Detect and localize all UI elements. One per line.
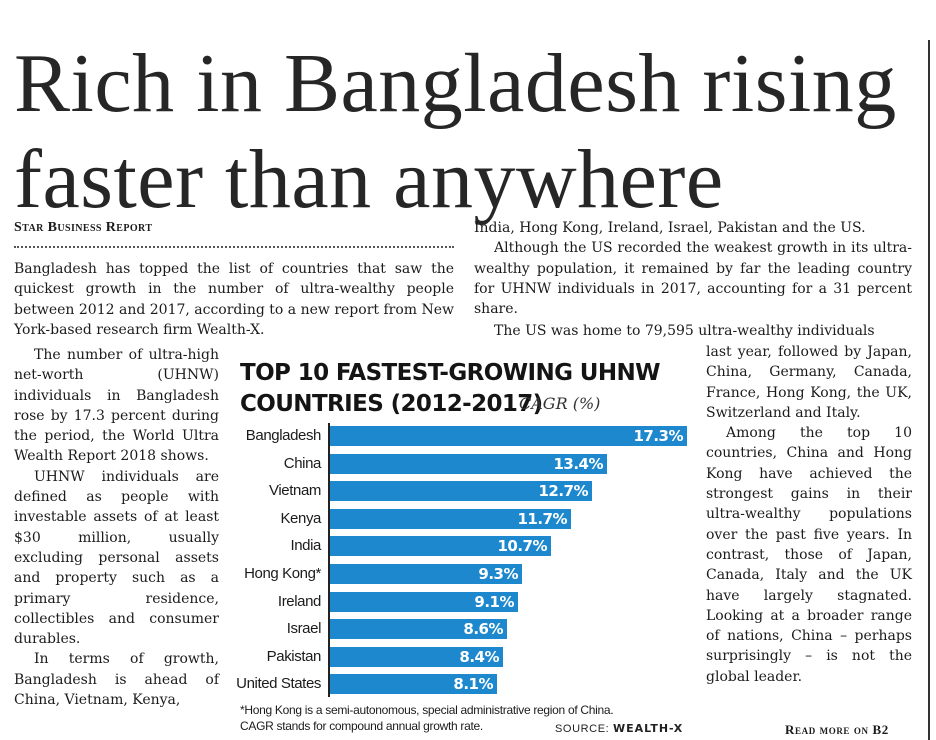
bar-category-label: Bangladesh [245, 427, 322, 444]
footnote-line-2: CAGR stands for compound annual growth r… [240, 719, 483, 733]
headline-line-1: Rich in Bangladesh rising [14, 37, 897, 130]
left-paragraph-3: In terms of growth, Bangladesh is ahead … [14, 651, 219, 709]
lead-text: Bangladesh has topped the list of countr… [14, 261, 455, 338]
bar-value-label: 10.7% [497, 537, 547, 555]
bar [330, 536, 551, 556]
chart-source: SOURCE: WEALTH-X [555, 722, 683, 735]
bar-category-label: Israel [286, 620, 322, 637]
footnote-line-1: *Hong Kong is a semi-autonomous, special… [240, 703, 614, 717]
source-name: WEALTH-X [612, 722, 684, 735]
bar-value-label: 13.4% [553, 455, 603, 473]
right-paragraph-1: India, Hong Kong, Ireland, Israel, Pakis… [474, 220, 866, 236]
bar [330, 564, 522, 584]
bar [330, 647, 503, 667]
bar [330, 674, 497, 694]
bar [330, 592, 518, 612]
right-paragraph-3-start: The US was home to 79,595 ultra-wealthy … [474, 321, 912, 341]
bar [330, 481, 592, 501]
bar [330, 454, 607, 474]
left-paragraph-2: UHNW individuals are defined as people w… [14, 468, 219, 648]
bar-category-label: India [290, 537, 321, 554]
chart-title-line-1: TOP 10 FASTEST-GROWING UHNW [240, 360, 661, 386]
bar-category-label: United States [236, 675, 321, 692]
source-label: SOURCE: [555, 723, 610, 735]
bar [330, 509, 571, 529]
bar-value-label: 8.1% [453, 675, 493, 693]
right-column-top: India, Hong Kong, Ireland, Israel, Pakis… [474, 218, 912, 319]
bar-category-label: Vietnam [269, 482, 321, 499]
byline: Star Business Report [14, 220, 153, 235]
right-column-narrow: last year, followed by Japan, China, Ger… [706, 342, 912, 687]
right-paragraph-3-first-line: The US was home to 79,595 ultra-wealthy … [494, 323, 875, 339]
left-column: The number of ultra-high net-worth (UHNW… [14, 345, 219, 710]
bar-value-label: 9.1% [474, 593, 514, 611]
bar-category-label: Pakistan [266, 648, 322, 665]
read-more-link[interactable]: Read more on B2 [785, 722, 889, 737]
bar-category-label: Hong Kong* [244, 565, 321, 582]
bar-value-label: 9.3% [478, 565, 518, 583]
chart-title-line-2: COUNTRIES (2012-2017) [240, 391, 543, 417]
headline-line-2: faster than anywhere [14, 133, 724, 226]
bar-value-label: 17.3% [633, 427, 683, 445]
left-paragraph-1: The number of ultra-high net-worth (UHNW… [14, 347, 219, 465]
bar [330, 619, 507, 639]
bar-category-label: Kenya [280, 510, 321, 527]
bar [330, 426, 687, 446]
right-paragraph-4: Among the top 10 countries, China and Ho… [706, 425, 912, 685]
column-rule [928, 40, 930, 740]
dotted-divider [14, 246, 454, 248]
right-paragraph-3-rest: last year, followed by Japan, China, Ger… [706, 344, 912, 421]
lead-paragraph: Bangladesh has topped the list of countr… [14, 259, 454, 340]
bar-value-label: 8.4% [459, 648, 499, 666]
bar-category-label: Ireland [277, 593, 321, 610]
headline: Rich in Bangladesh rising faster than an… [14, 36, 897, 228]
bar-value-label: 12.7% [538, 482, 588, 500]
chart-title: TOP 10 FASTEST-GROWING UHNW COUNTRIES (2… [240, 358, 661, 420]
chart-footnote: *Hong Kong is a semi-autonomous, special… [240, 702, 614, 734]
bar-value-label: 8.6% [463, 620, 503, 638]
bar-category-label: China [283, 455, 322, 472]
chart-axis-line [328, 423, 330, 697]
right-paragraph-2: Although the US recorded the weakest gro… [474, 240, 912, 318]
chart-unit-label: CAGR (%) [519, 394, 601, 413]
bar-value-label: 11.7% [517, 510, 567, 528]
